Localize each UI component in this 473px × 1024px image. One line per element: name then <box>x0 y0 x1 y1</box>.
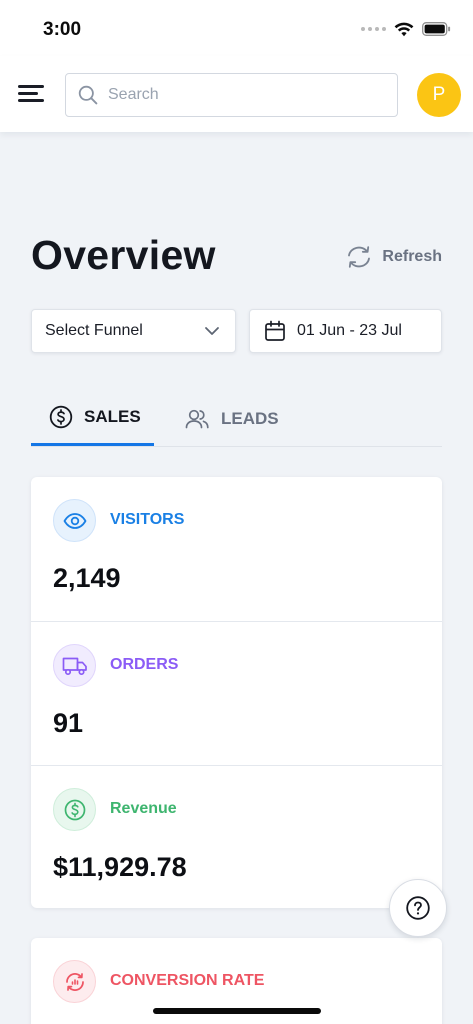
chevron-down-icon <box>205 327 219 335</box>
status-bar: 3:00 <box>0 0 473 56</box>
top-bar: P <box>0 56 473 132</box>
funnel-select-label: Select Funnel <box>45 322 143 339</box>
signal-icon <box>361 27 386 31</box>
calendar-icon <box>265 320 285 341</box>
conversion-icon <box>65 972 84 991</box>
dollar-circle-icon <box>64 799 85 820</box>
dollar-circle-icon <box>49 405 73 429</box>
stat-orders[interactable]: ORDERS 91 <box>31 621 442 765</box>
tab-sales[interactable]: SALES <box>31 391 154 446</box>
search-input[interactable] <box>108 86 378 104</box>
refresh-icon <box>348 246 371 268</box>
hamburger-menu-icon[interactable] <box>18 83 44 105</box>
page-title: Overview <box>31 232 216 278</box>
eye-icon <box>63 512 86 529</box>
tab-leads-label: LEADS <box>221 408 279 428</box>
search-icon <box>78 85 98 105</box>
stat-revenue-label: Revenue <box>110 800 177 817</box>
avatar[interactable]: P <box>417 73 461 117</box>
funnel-select[interactable]: Select Funnel <box>31 309 236 353</box>
stat-revenue-icon-badge <box>53 788 96 831</box>
battery-icon <box>422 22 451 36</box>
home-indicator <box>153 1008 321 1014</box>
tab-leads[interactable]: LEADS <box>184 391 279 446</box>
stat-revenue[interactable]: Revenue $11,929.78 <box>31 765 442 909</box>
help-button[interactable] <box>389 879 447 937</box>
date-range-label: 01 Jun - 23 Jul <box>297 322 402 339</box>
refresh-button[interactable]: Refresh <box>345 245 442 269</box>
stat-orders-label: ORDERS <box>110 656 179 673</box>
tab-bar: SALES LEADS <box>31 391 442 447</box>
conversion-rate-label: CONVERSION RATE <box>110 972 265 989</box>
help-icon <box>406 896 430 920</box>
stat-orders-icon-badge <box>53 644 96 687</box>
stat-visitors[interactable]: VISITORS 2,149 <box>31 477 442 621</box>
users-icon <box>185 409 209 428</box>
stat-orders-value: 91 <box>53 708 84 738</box>
truck-icon <box>62 657 87 675</box>
tab-sales-label: SALES <box>84 407 141 426</box>
conversion-icon-badge <box>53 960 96 1003</box>
date-range-picker[interactable]: 01 Jun - 23 Jul <box>249 309 442 353</box>
refresh-label: Refresh <box>382 248 442 265</box>
wifi-icon <box>394 22 414 36</box>
stat-visitors-label: VISITORS <box>110 511 185 528</box>
status-icons <box>361 19 451 39</box>
stat-revenue-value: $11,929.78 <box>53 852 187 882</box>
stats-card: VISITORS 2,149 ORDERS 91 Revenue $11,929… <box>31 477 442 908</box>
search-field[interactable] <box>65 73 398 117</box>
stat-visitors-icon-badge <box>53 499 96 542</box>
stat-visitors-value: 2,149 <box>53 563 121 593</box>
conversion-rate-card[interactable]: CONVERSION RATE <box>31 938 442 1024</box>
status-time: 3:00 <box>43 19 82 40</box>
